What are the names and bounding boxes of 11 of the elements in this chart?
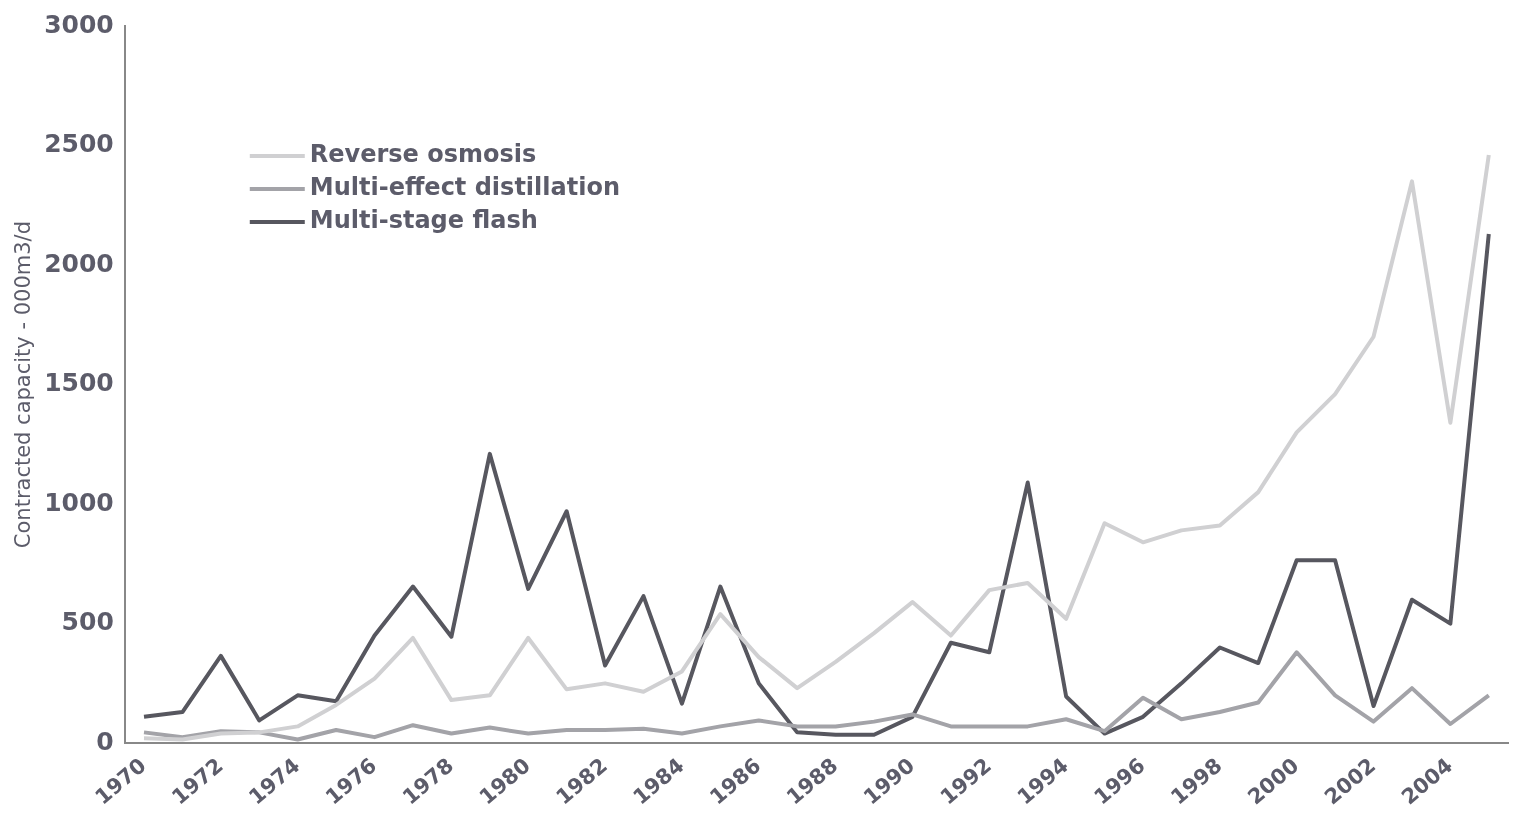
y-tick-label: 3000 [44, 9, 114, 39]
y-tick-label: 2000 [44, 248, 114, 278]
y-tick-label: 0 [96, 726, 114, 756]
y-axis-title: Contracted capacity - 000m3/d [11, 220, 36, 549]
legend-label: Multi-stage flash [309, 206, 538, 235]
y-tick-label: 1500 [44, 368, 114, 398]
y-tick-label: 500 [61, 607, 114, 637]
legend-label: Multi-effect distillation [309, 173, 620, 202]
legend-label: Reverse osmosis [309, 140, 537, 169]
y-tick-label: 2500 [44, 129, 114, 159]
y-tick-label: 1000 [44, 487, 114, 517]
